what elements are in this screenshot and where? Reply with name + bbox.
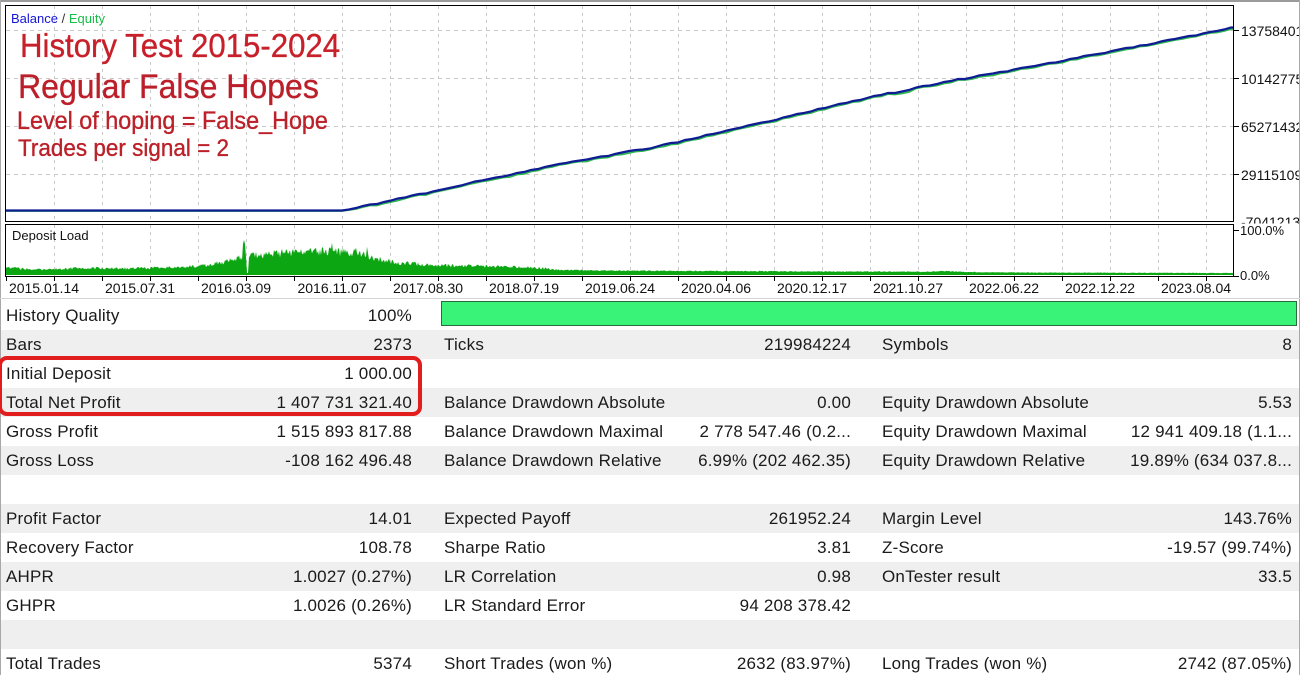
svg-text:2017.08.30: 2017.08.30 xyxy=(393,280,463,296)
svg-text:29115109: 29115109 xyxy=(1241,167,1300,183)
svg-text:100.0%: 100.0% xyxy=(1240,223,1285,238)
svg-text:65271432: 65271432 xyxy=(1241,119,1300,135)
svg-text:2015.07.31: 2015.07.31 xyxy=(105,280,175,296)
svg-text:2021.10.27: 2021.10.27 xyxy=(873,280,943,296)
svg-text:2019.06.24: 2019.06.24 xyxy=(585,280,655,296)
svg-text:Deposit Load: Deposit Load xyxy=(12,228,89,243)
svg-text:2022.06.22: 2022.06.22 xyxy=(969,280,1039,296)
svg-text:2020.12.17: 2020.12.17 xyxy=(777,280,847,296)
svg-text:2016.11.07: 2016.11.07 xyxy=(297,280,366,296)
svg-text:2015.01.14: 2015.01.14 xyxy=(9,280,79,296)
svg-text:2022.12.22: 2022.12.22 xyxy=(1065,280,1135,296)
svg-text:10142775: 10142775 xyxy=(1241,71,1300,87)
svg-text:2020.04.06: 2020.04.06 xyxy=(681,280,751,296)
svg-text:Balance / Equity: Balance / Equity xyxy=(11,11,105,26)
svg-text:13758401: 13758401 xyxy=(1241,23,1300,39)
svg-text:0.0%: 0.0% xyxy=(1240,268,1270,283)
svg-text:2018.07.19: 2018.07.19 xyxy=(489,280,559,296)
svg-text:2016.03.09: 2016.03.09 xyxy=(201,280,271,296)
svg-text:2023.08.04: 2023.08.04 xyxy=(1161,280,1231,296)
